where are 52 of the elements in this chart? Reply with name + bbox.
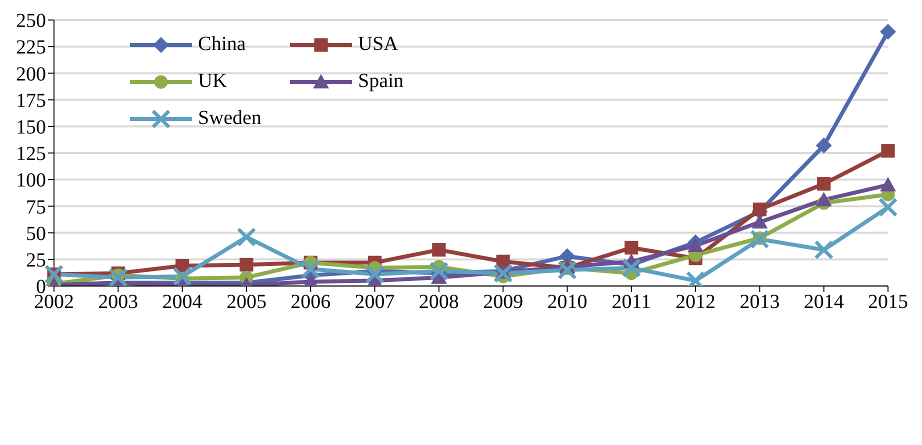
legend-label: USA xyxy=(358,33,398,56)
point xyxy=(108,268,128,286)
y-tick-label: 100 xyxy=(16,170,46,192)
point xyxy=(365,264,385,284)
legend-label: Sweden xyxy=(198,107,262,130)
point xyxy=(432,243,446,257)
x-tick-label: 2005 xyxy=(226,291,266,314)
x-tick-label: 2013 xyxy=(740,291,780,314)
y-tick-label: 175 xyxy=(16,90,46,112)
point xyxy=(750,229,770,249)
x-tick-label: 2007 xyxy=(354,291,395,314)
point xyxy=(752,202,766,216)
y-tick-label: 50 xyxy=(26,222,46,245)
x-tick-label: 2014 xyxy=(804,291,844,314)
x-tick-label: 2008 xyxy=(418,291,459,314)
x-tick-label: 2010 xyxy=(547,291,588,314)
y-tick-label: 25 xyxy=(26,250,46,272)
point xyxy=(816,138,832,154)
x-tick-label: 2006 xyxy=(290,291,331,314)
point xyxy=(816,192,832,206)
y-tick-label: 125 xyxy=(16,143,46,166)
point xyxy=(688,238,704,252)
legend-label: UK xyxy=(198,70,227,93)
point xyxy=(880,176,896,192)
x-tick-label: 2015 xyxy=(868,291,908,314)
point xyxy=(622,258,642,278)
point xyxy=(240,258,254,272)
point xyxy=(752,214,768,229)
point xyxy=(557,260,577,280)
y-tick-label: 150 xyxy=(16,116,46,138)
legend-label: China xyxy=(198,33,246,56)
y-tick-label: 225 xyxy=(16,36,46,59)
point xyxy=(172,266,192,286)
y-tick-label: 75 xyxy=(26,196,46,218)
point xyxy=(878,198,898,218)
point xyxy=(881,144,895,158)
point xyxy=(300,259,320,279)
x-tick-label: 2009 xyxy=(483,291,524,314)
point xyxy=(817,177,831,191)
point xyxy=(880,24,896,40)
x-tick-label: 2003 xyxy=(98,291,138,314)
point xyxy=(236,227,256,247)
point xyxy=(624,240,638,254)
point xyxy=(429,261,449,281)
x-tick-label: 2004 xyxy=(162,291,202,314)
point xyxy=(493,263,513,283)
x-tick-label: 2012 xyxy=(676,291,716,314)
point xyxy=(814,240,834,260)
legend-label: Spain xyxy=(358,70,404,93)
y-tick-label: 250 xyxy=(16,10,46,32)
x-tick-label: 2011 xyxy=(612,291,652,314)
y-tick-label: 200 xyxy=(16,63,46,86)
